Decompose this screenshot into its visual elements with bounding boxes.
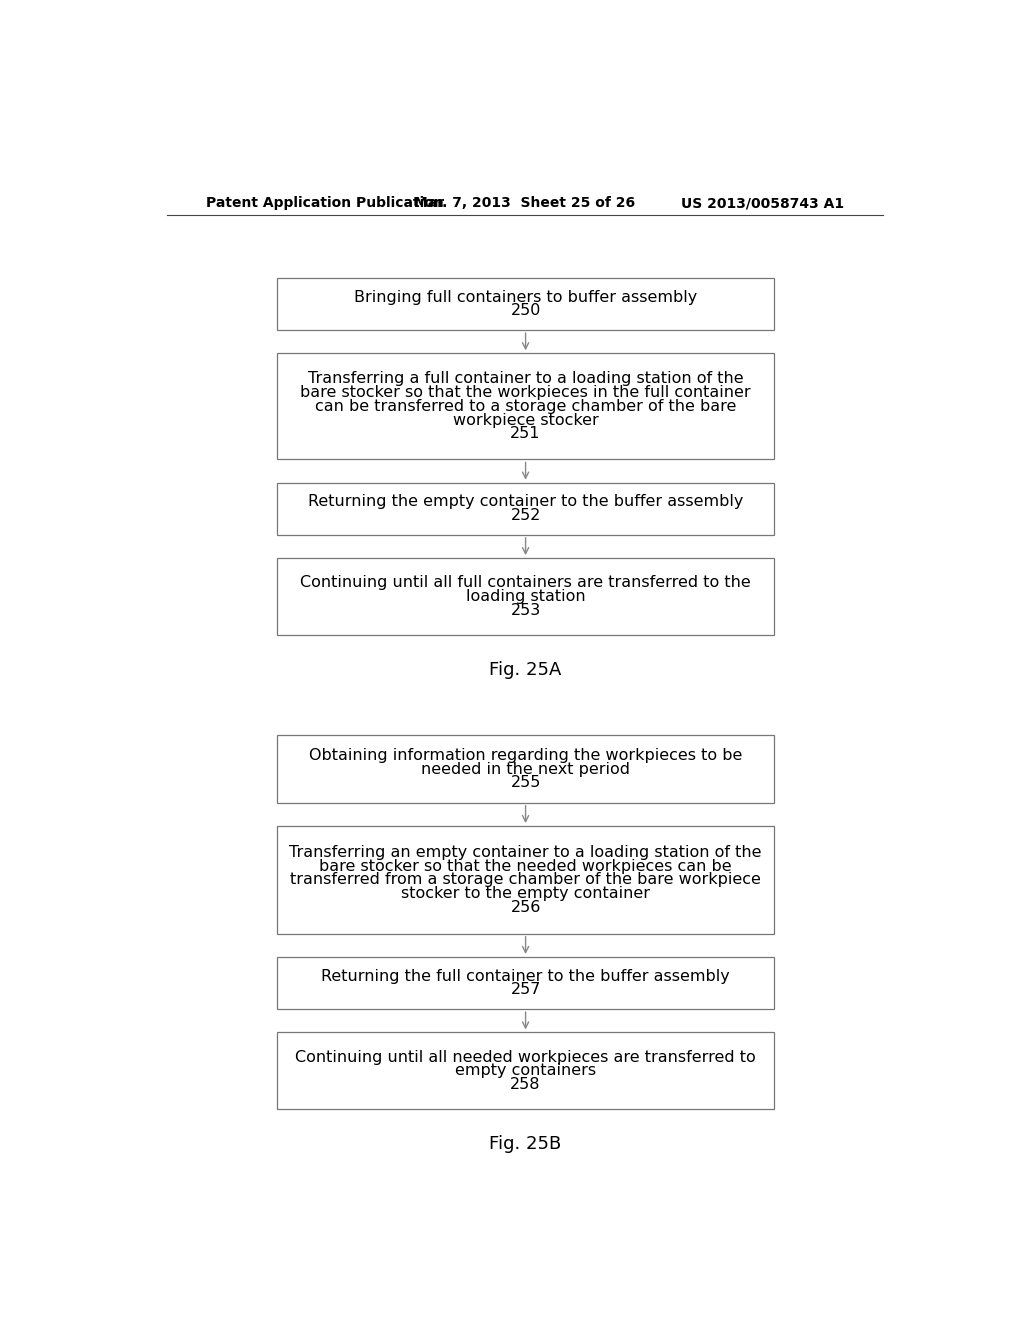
Text: Fig. 25B: Fig. 25B — [488, 1135, 561, 1152]
Text: Fig. 25A: Fig. 25A — [488, 661, 561, 678]
Text: needed in the next period: needed in the next period — [421, 762, 630, 776]
Text: 251: 251 — [510, 426, 541, 441]
Text: Bringing full containers to buffer assembly: Bringing full containers to buffer assem… — [354, 289, 697, 305]
Text: empty containers: empty containers — [455, 1064, 596, 1078]
FancyBboxPatch shape — [276, 735, 774, 803]
Text: 252: 252 — [510, 508, 541, 523]
Text: Obtaining information regarding the workpieces to be: Obtaining information regarding the work… — [309, 748, 742, 763]
Text: transferred from a storage chamber of the bare workpiece: transferred from a storage chamber of th… — [290, 873, 761, 887]
Text: Continuing until all needed workpieces are transferred to: Continuing until all needed workpieces a… — [295, 1049, 756, 1065]
Text: Transferring an empty container to a loading station of the: Transferring an empty container to a loa… — [290, 845, 762, 859]
FancyBboxPatch shape — [276, 277, 774, 330]
FancyBboxPatch shape — [276, 483, 774, 535]
Text: loading station: loading station — [466, 589, 586, 605]
Text: 255: 255 — [510, 775, 541, 791]
FancyBboxPatch shape — [276, 826, 774, 933]
Text: Returning the empty container to the buffer assembly: Returning the empty container to the buf… — [308, 495, 743, 510]
Text: 256: 256 — [510, 900, 541, 915]
Text: bare stocker so that the needed workpieces can be: bare stocker so that the needed workpiec… — [319, 859, 732, 874]
Text: US 2013/0058743 A1: US 2013/0058743 A1 — [681, 197, 844, 210]
FancyBboxPatch shape — [276, 1032, 774, 1109]
FancyBboxPatch shape — [276, 354, 774, 459]
Text: 257: 257 — [510, 982, 541, 998]
FancyBboxPatch shape — [276, 957, 774, 1010]
Text: can be transferred to a storage chamber of the bare: can be transferred to a storage chamber … — [315, 399, 736, 414]
Text: 258: 258 — [510, 1077, 541, 1092]
Text: 250: 250 — [510, 304, 541, 318]
FancyBboxPatch shape — [276, 558, 774, 635]
Text: Patent Application Publication: Patent Application Publication — [206, 197, 443, 210]
Text: Returning the full container to the buffer assembly: Returning the full container to the buff… — [322, 969, 730, 983]
Text: workpiece stocker: workpiece stocker — [453, 413, 598, 428]
Text: stocker to the empty container: stocker to the empty container — [401, 886, 650, 902]
Text: Transferring a full container to a loading station of the: Transferring a full container to a loadi… — [308, 371, 743, 387]
Text: bare stocker so that the workpieces in the full container: bare stocker so that the workpieces in t… — [300, 385, 751, 400]
Text: Continuing until all full containers are transferred to the: Continuing until all full containers are… — [300, 576, 751, 590]
Text: 253: 253 — [510, 603, 541, 618]
Text: Mar. 7, 2013  Sheet 25 of 26: Mar. 7, 2013 Sheet 25 of 26 — [415, 197, 635, 210]
